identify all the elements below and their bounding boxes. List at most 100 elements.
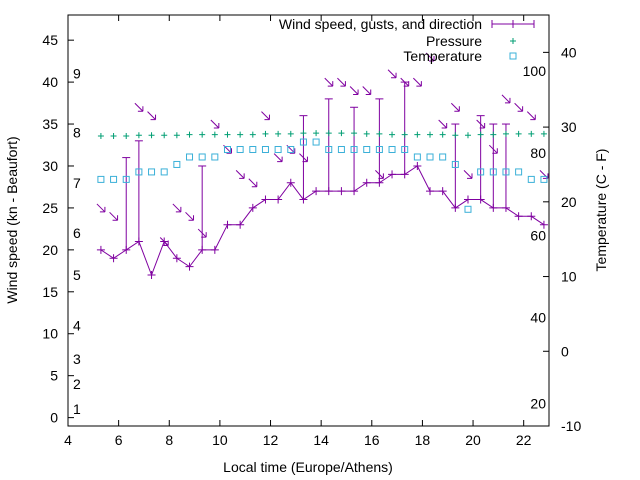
pressure-point: [135, 132, 142, 139]
pressure-point: [148, 132, 155, 139]
arrow-head: [163, 240, 169, 246]
wind-speed-point: [198, 245, 207, 254]
beaufort-label: 6: [73, 225, 81, 241]
temperature-point: [439, 153, 447, 161]
arrow-shaft: [438, 119, 448, 129]
pressure-point: [237, 131, 244, 138]
temperature-point: [312, 138, 320, 146]
legend-label-wind: Wind speed, gusts, and direction: [279, 16, 482, 32]
temperature-point: [160, 168, 168, 176]
arrow-shaft: [96, 203, 106, 213]
arrow-head: [530, 114, 536, 121]
pressure-point: [211, 131, 218, 138]
temperature-point: [464, 205, 472, 213]
temperature-point: [249, 146, 257, 154]
temperature-point: [502, 168, 510, 176]
wind-direction-arrow: [134, 102, 144, 112]
temperature-point: [186, 153, 194, 161]
legend-sample-wind-marker: [491, 20, 535, 28]
wind-speed-point: [185, 262, 194, 271]
wind-direction-arrow: [488, 144, 498, 154]
wind-direction-arrow: [463, 170, 473, 179]
y2-tick-label: 20: [561, 194, 577, 210]
series-layer: [96, 52, 549, 280]
temperature-point: [489, 168, 497, 176]
wind-speed-point: [375, 178, 384, 187]
arrow-shaft: [463, 170, 473, 179]
wind-direction-arrow: [375, 170, 384, 179]
temperature-point: [363, 146, 371, 154]
pressure-point: [427, 131, 434, 138]
arrow-shaft: [273, 153, 283, 162]
y-tick-label: 45: [42, 32, 58, 48]
beaufort-label: 2: [73, 376, 81, 392]
fahrenheit-label: 60: [530, 227, 546, 243]
wind-direction-arrow: [400, 77, 410, 87]
wind-direction-arrow: [159, 237, 169, 246]
arrow-head: [353, 89, 359, 95]
x-tick-label: 10: [212, 432, 228, 448]
arrow-head: [391, 72, 397, 79]
wind-speed-line: [100, 165, 545, 277]
temperature-point: [97, 175, 105, 183]
arrow-shaft: [172, 203, 182, 213]
fahrenheit-label: 80: [530, 145, 546, 161]
arrow-head: [479, 123, 486, 129]
wind-speed-point: [362, 178, 371, 187]
pressure-point: [502, 130, 509, 137]
temperature-point: [413, 153, 421, 161]
pressure-point: [313, 130, 320, 137]
pressure-point: [161, 132, 168, 139]
legend-label-pressure: Pressure: [426, 33, 482, 49]
arrow-head: [492, 148, 498, 154]
wind-speed-point: [489, 203, 498, 212]
wind-speed-point: [413, 161, 422, 170]
y2-tick-label: 30: [561, 119, 577, 135]
temperature-point: [274, 146, 282, 154]
arrow-shaft: [400, 77, 410, 87]
wind-speed-point: [476, 195, 485, 204]
wind-direction-arrow: [235, 170, 245, 179]
y-tick-label: 10: [42, 326, 58, 342]
pressure-point: [515, 130, 522, 137]
wind-speed-point: [438, 187, 447, 196]
arrow-shaft: [185, 211, 194, 221]
wind-speed-point: [172, 254, 181, 263]
wind-direction-arrow: [413, 77, 422, 87]
wind-speed-point: [248, 203, 257, 212]
temperature-point: [325, 146, 333, 154]
pressure-point: [351, 130, 358, 137]
wind-direction-arrow: [109, 211, 119, 221]
temperature-point: [299, 138, 307, 146]
y2-tick-label: 40: [561, 44, 577, 60]
arrow-shaft: [425, 52, 435, 62]
wind-speed-point: [388, 170, 397, 179]
wind-speed-point: [463, 195, 472, 204]
temperature-point: [477, 168, 485, 176]
y-tick-label: 20: [42, 242, 58, 258]
temperature-point: [173, 160, 181, 168]
wind-direction-arrow: [273, 153, 283, 163]
arrow-head: [466, 173, 473, 179]
arrow-shaft: [159, 237, 169, 246]
y-axis-label: Wind speed (kn - Beaufort): [4, 136, 20, 303]
pressure-point: [338, 130, 345, 137]
pressure-point: [363, 130, 370, 137]
wind-direction-arrow: [387, 69, 397, 79]
x-tick-label: 20: [465, 432, 481, 448]
wind-direction-arrow: [147, 111, 157, 121]
beaufort-label: 3: [73, 351, 81, 367]
arrow-head: [403, 81, 410, 87]
pressure-point: [173, 132, 180, 139]
temperature-point: [515, 168, 523, 176]
arrow-shaft: [134, 102, 144, 112]
wind-speed-point: [223, 220, 232, 229]
wind-speed-point: [147, 271, 156, 280]
legend-sample-temperature: [509, 52, 517, 60]
temperature-point: [211, 153, 219, 161]
arrow-head: [429, 55, 435, 62]
arrow-head: [201, 232, 207, 238]
arrow-head: [137, 106, 144, 112]
wind-speed-point: [527, 212, 536, 221]
arrow-shaft: [147, 111, 156, 121]
